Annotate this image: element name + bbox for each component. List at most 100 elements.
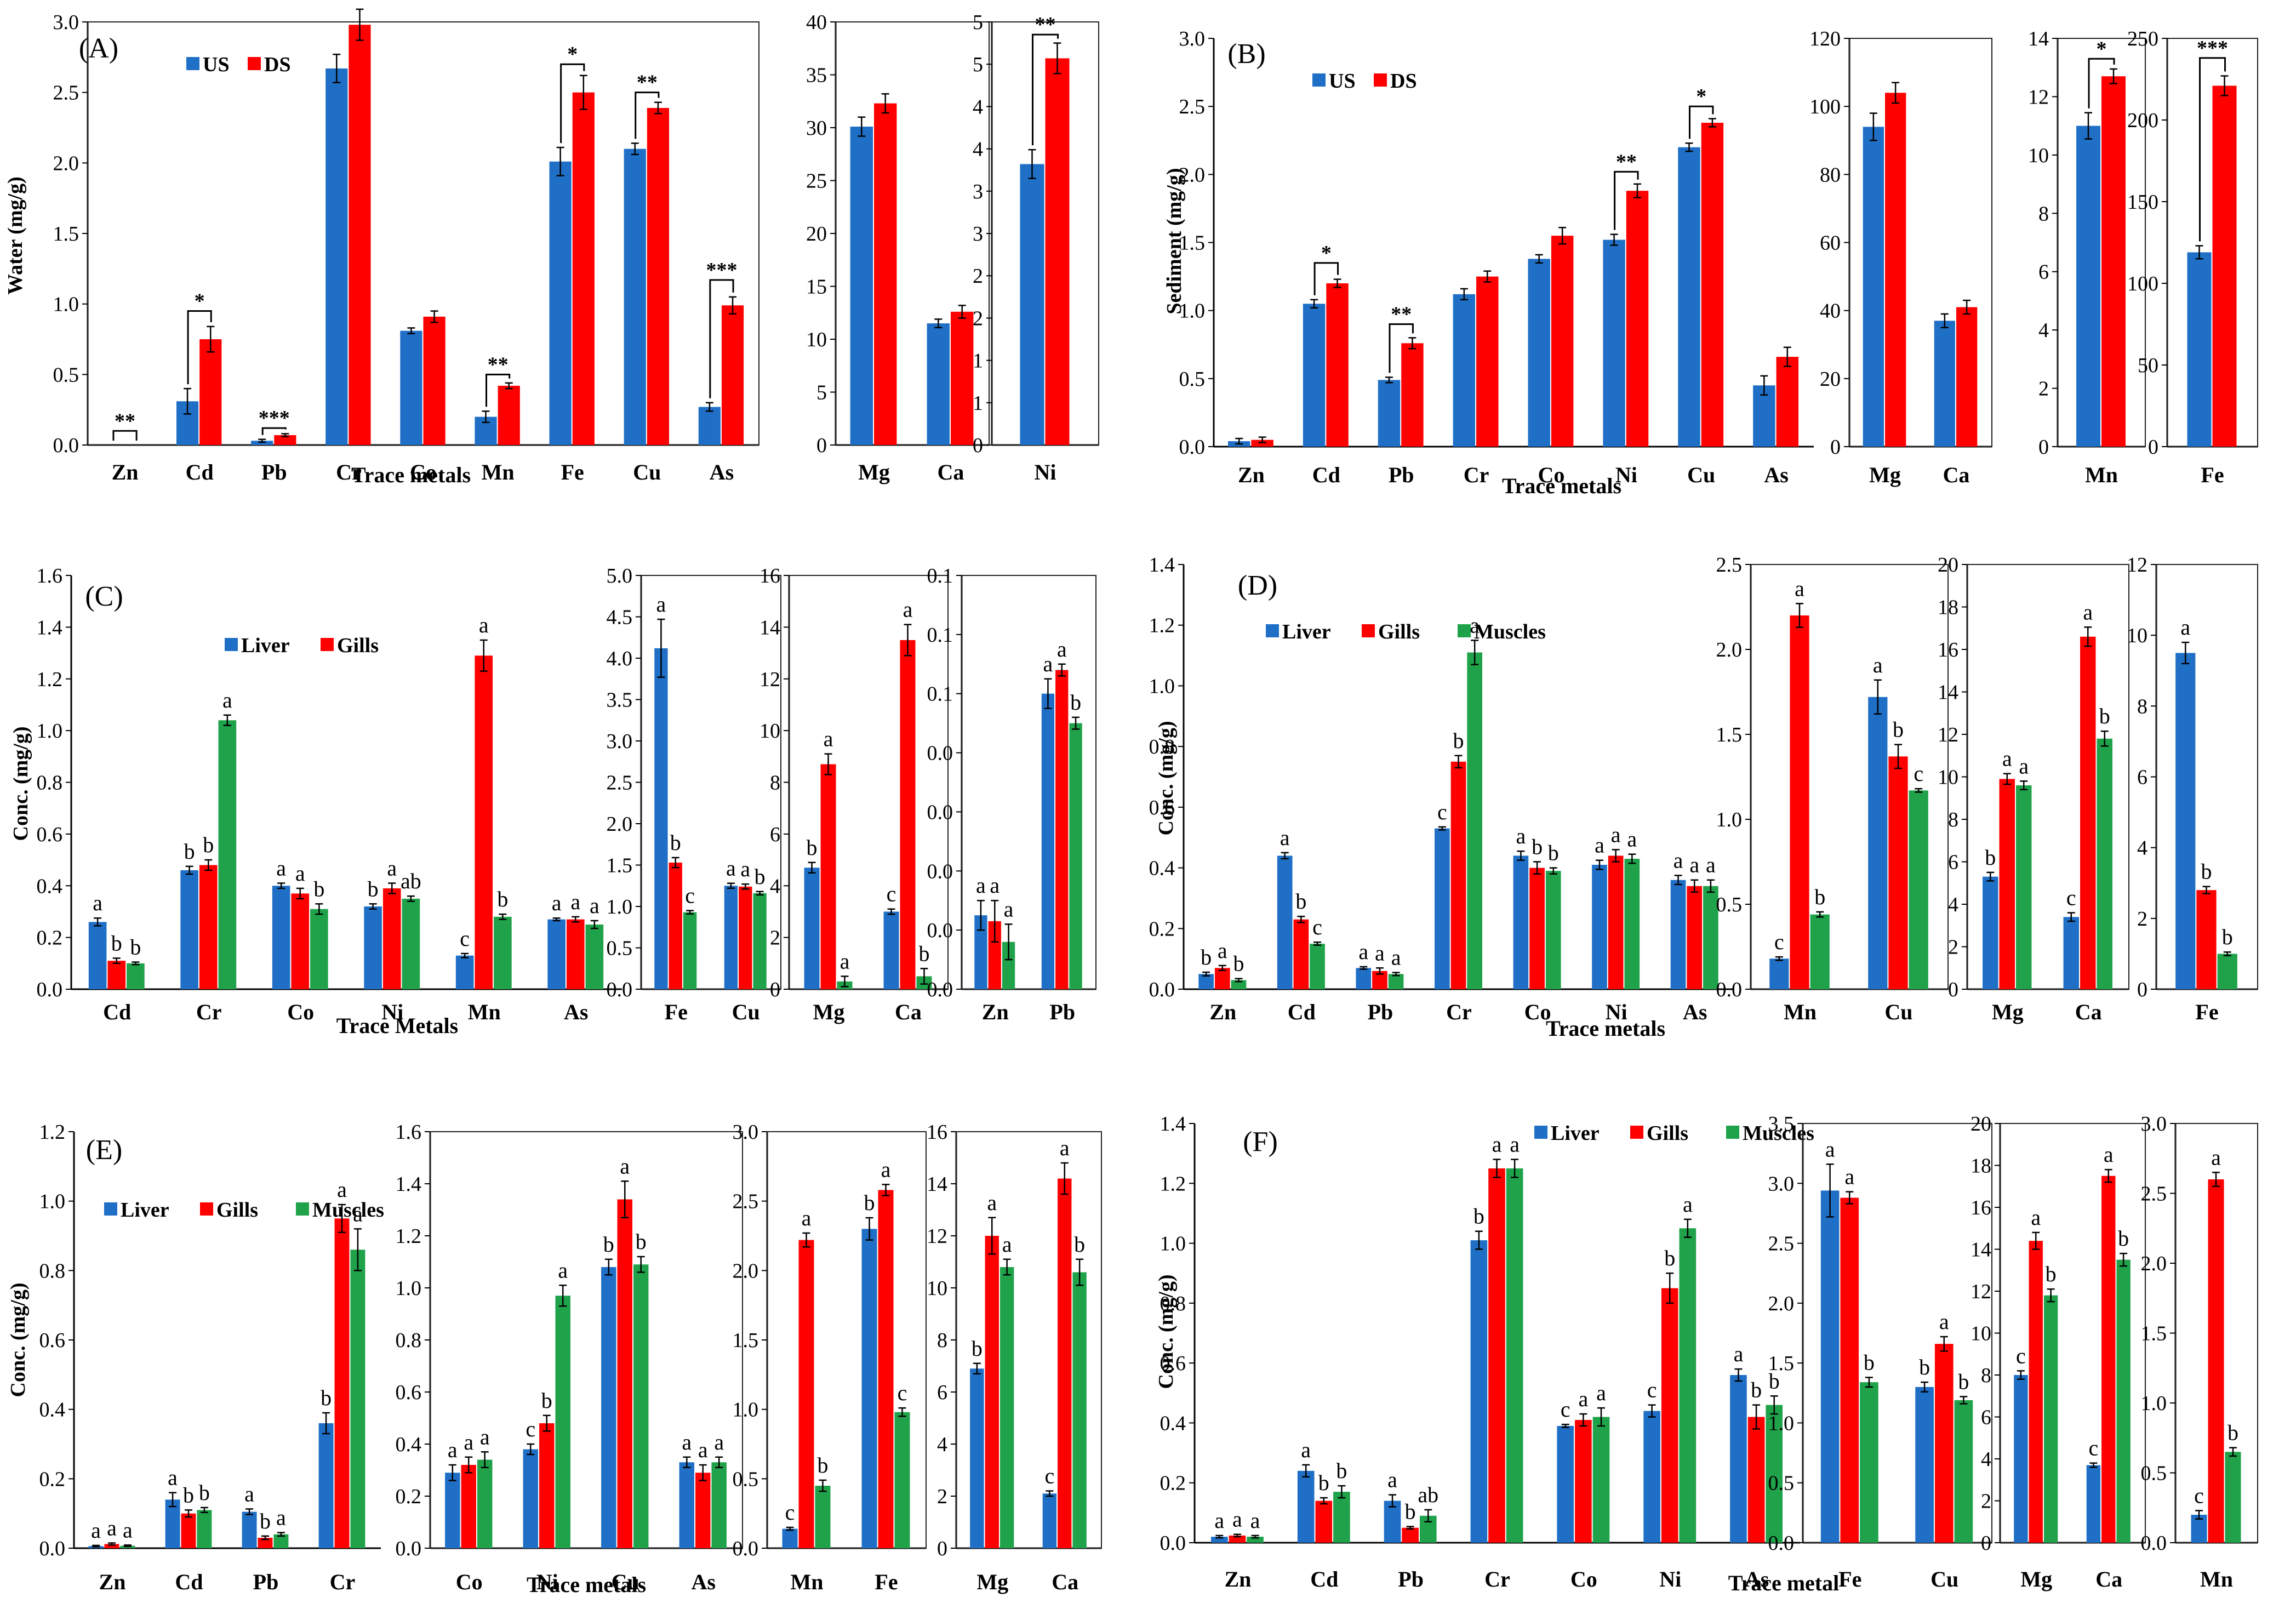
panel-b-sub1-bar xyxy=(1528,259,1550,447)
panel-a-sub1-bar xyxy=(325,68,348,446)
panel-c-sub2-ytick-label: 5.0 xyxy=(607,564,633,587)
panel-e-sub3-ytick-label: 0.5 xyxy=(733,1468,759,1491)
panel-d-sub2-bar xyxy=(1909,790,1928,989)
panel-e-sub1-category-label: Cd xyxy=(175,1570,203,1594)
panel-c-sub1-ytick-label: 1.4 xyxy=(37,616,63,639)
panel-b-sub1-ytick-label: 0.5 xyxy=(1179,368,1206,391)
panel-d-sub2-bar xyxy=(1868,697,1888,989)
panel-a-sub1-significance-bracket xyxy=(560,63,585,144)
panel-b-sub2-ytick-label: 100 xyxy=(1809,95,1841,118)
panel-e-ylabel: Conc. (mg/g) xyxy=(7,1283,30,1397)
panel-f-sub3-ytick-label: 12 xyxy=(1971,1280,1991,1303)
panel-c-sub4-bar xyxy=(1069,723,1082,989)
panel-b-sub2-bar xyxy=(1863,127,1884,447)
panel-a-sub1-ytick-label: 3.0 xyxy=(53,11,79,34)
panel-f-sub1-ytick-label: 0.4 xyxy=(1160,1412,1186,1435)
panel-c-sub3-category-label: Mg xyxy=(813,1000,845,1024)
panel-c-xlabel: Trace Metals xyxy=(336,1013,458,1038)
panel-e-sub4-significance-letter: a xyxy=(1060,1136,1070,1160)
panel-f-sub1-category-label: Co xyxy=(1570,1567,1597,1591)
panel-f-sub4-significance-letter: b xyxy=(2228,1421,2238,1445)
panel-d-sub1-significance-letter: b xyxy=(1532,835,1543,859)
panel-d-sub1-bar xyxy=(1356,968,1372,989)
panel-d-legend-swatch-gills xyxy=(1362,624,1375,637)
panel-b-sub1-significance-stars: * xyxy=(1696,85,1706,108)
panel-c-sub1-ytick-label: 0.0 xyxy=(37,978,63,1001)
panel-c-sub1-significance-letter: a xyxy=(570,889,580,914)
panel-d-sub3-bar xyxy=(2063,917,2080,989)
panel-a-sub1-bar xyxy=(199,339,222,445)
panel-c-sub1-significance-letter: a xyxy=(479,613,489,637)
panel-d-sub1-bar xyxy=(1670,880,1686,989)
panel-e-sub2-significance-letter: a xyxy=(620,1154,630,1178)
panel-e-sub2-bar xyxy=(633,1264,649,1548)
panel-b-label: (B) xyxy=(1227,38,1265,70)
panel-d-sub1-significance-letter: a xyxy=(1470,613,1480,637)
panel-a-sub1-bar xyxy=(274,435,296,445)
panel-f-sub1-bar xyxy=(1679,1228,1697,1543)
panel-a-sub1-category-label: Mn xyxy=(482,460,515,484)
panel-d-sub4-significance-letter: b xyxy=(2222,925,2233,949)
panel-c-sub3-ytick-label: 10 xyxy=(759,720,780,743)
panel-e-sub2-significance-letter: a xyxy=(698,1437,708,1462)
panel-c-sub1-ytick-label: 0.6 xyxy=(37,823,63,846)
panel-c-sub4-bar xyxy=(974,915,987,989)
panel-f-sub1-ytick-label: 0.0 xyxy=(1160,1532,1186,1555)
panel-b-sub4-significance-stars: *** xyxy=(2197,37,2228,60)
panel-f-sub3-significance-letter: c xyxy=(2016,1343,2026,1368)
panel-e-sub4-ytick-label: 2 xyxy=(937,1485,947,1508)
panel-f-sub1-bar xyxy=(1297,1470,1315,1543)
panel-f-sub1-significance-letter: c xyxy=(1561,1397,1570,1422)
panel-e-sub1-bar xyxy=(181,1513,196,1548)
panel-c-sub4-ytick-label: 0.0 xyxy=(927,860,953,883)
panel-c-sub1-bar xyxy=(402,898,420,989)
panel-d-sub1-ytick-label: 0.6 xyxy=(1149,796,1175,819)
panel-b-sub1-significance-bracket xyxy=(1614,170,1639,230)
panel-e-sub4-significance-letter: a xyxy=(987,1190,997,1215)
panel-d-sub4-ytick-label: 0 xyxy=(2137,978,2147,1001)
panel-c-sub1-bar xyxy=(291,893,310,989)
panel-e-sub3-ytick-label: 1.5 xyxy=(733,1329,759,1352)
panel-f-sub2-category-label: Fe xyxy=(1838,1567,1861,1591)
panel-d-sub3-ytick-label: 4 xyxy=(1948,893,1958,916)
panel-b-sub1-significance-bracket xyxy=(1389,323,1414,373)
panel-d-sub1-bar xyxy=(1592,865,1607,989)
panel-d-sub1-significance-letter: b xyxy=(1233,951,1244,976)
panel-f-sub1-bar xyxy=(1575,1419,1592,1543)
panel-c-sub1-bar xyxy=(310,909,328,989)
panel-e-legend-swatch-liver xyxy=(104,1202,117,1216)
panel-c-sub3-ytick-label: 14 xyxy=(759,616,780,639)
panel-c-legend-liver: Liver xyxy=(241,634,290,657)
panel-d-sub2-significance-letter: a xyxy=(1873,653,1883,677)
panel-c-sub1-bar xyxy=(475,655,493,989)
panel-f-sub1-significance-letter: b xyxy=(1318,1470,1329,1495)
panel-c-sub4-ytick-label: 0.0 xyxy=(927,742,953,765)
panel-a-label: (A) xyxy=(79,33,118,64)
panel-b-sub3-category-label: Mn xyxy=(2085,463,2118,487)
panel-e-sub2-significance-letter: a xyxy=(448,1437,458,1462)
panel-f-sub2-bar xyxy=(1954,1400,1973,1543)
panel-c-sub3-significance-letter: a xyxy=(840,949,850,973)
panel-b-sub1-category-label: As xyxy=(1764,463,1788,487)
panel-f-sub1-bar xyxy=(1210,1537,1228,1543)
panel-e-sub1-significance-letter: b xyxy=(321,1385,332,1410)
panel-e-sub4-ytick-label: 14 xyxy=(927,1173,947,1196)
panel-e-sub1-significance-letter: a xyxy=(244,1481,254,1506)
panel-f-sub2-significance-letter: b xyxy=(1958,1369,1969,1394)
panel-b-sub3-bar xyxy=(2076,125,2100,447)
panel-d-sub1-category-label: Co xyxy=(1524,1000,1551,1024)
panel-b-sub1-category-label: Cd xyxy=(1312,463,1340,487)
panel-c-sub1-bar xyxy=(272,886,290,989)
panel-f-sub1-bar xyxy=(1333,1492,1350,1543)
panel-b-sub1-ytick-label: 1.0 xyxy=(1179,300,1206,323)
panel-e-sub2-bar xyxy=(601,1267,616,1548)
panel-e-sub1-ytick-label: 0.0 xyxy=(39,1537,66,1560)
panel-f-sub1-significance-letter: b xyxy=(1664,1246,1675,1270)
panel-a-sub1-significance-stars: * xyxy=(567,43,578,66)
panel-f-sub3-bar xyxy=(2043,1295,2058,1543)
panel-e-sub1-significance-letter: a xyxy=(276,1505,286,1530)
panel-a-xlabel: Trace metals xyxy=(351,463,471,487)
panel-d-sub3-significance-letter: c xyxy=(2066,886,2076,910)
panel-a-sub1-bar xyxy=(498,385,520,445)
panel-d-sub3-ytick-label: 18 xyxy=(1938,596,1958,619)
